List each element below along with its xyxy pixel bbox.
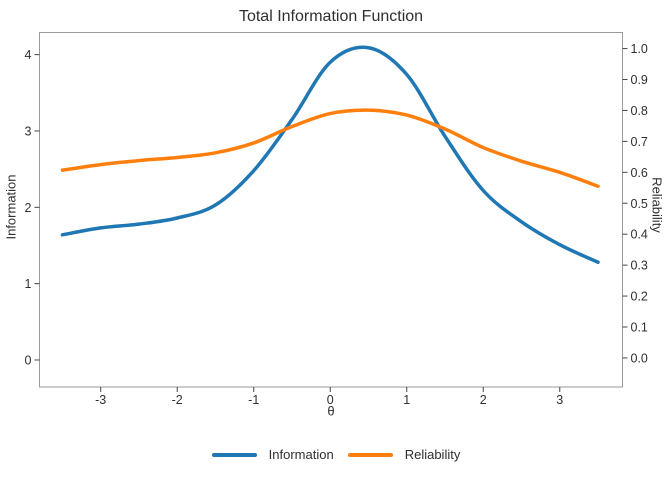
y-right-tick-label: 0.6 — [631, 166, 648, 180]
x-tick-label: -1 — [248, 393, 259, 407]
x-tick-label: 0 — [327, 393, 334, 407]
y-right-tick-label: 1.0 — [631, 42, 648, 56]
y-left-tick-label: 2 — [25, 201, 32, 215]
y-right-tick-label: 0.8 — [631, 104, 648, 118]
series-line-reliability — [60, 108, 600, 188]
y-right-tick-label: 0.0 — [631, 351, 648, 365]
y-left-tick-label: 1 — [25, 277, 32, 291]
y-right-tick-label: 0.5 — [631, 197, 648, 211]
y-right-tick-label: 0.3 — [631, 259, 648, 273]
y-right-tick-label: 0.4 — [631, 228, 648, 242]
x-axis-label: θ — [327, 403, 335, 419]
x-tick-label: 1 — [403, 393, 410, 407]
legend: Information Reliability — [0, 447, 672, 462]
legend-label-information: Information — [268, 447, 334, 462]
series-line-information — [60, 45, 600, 265]
y-right-tick-label: 0.2 — [631, 290, 648, 304]
plot-frame — [39, 32, 623, 388]
legend-item-reliability[interactable]: Reliability — [347, 447, 461, 462]
chart-title: Total Information Function — [238, 8, 424, 25]
y-right-tick-label: 0.1 — [631, 320, 648, 334]
x-tick-label: 2 — [480, 393, 487, 407]
x-tick-label: -2 — [172, 393, 183, 407]
legend-item-information[interactable]: Information — [211, 447, 334, 462]
legend-swatch-reliability — [347, 452, 393, 457]
y-right-tick-label: 0.7 — [631, 135, 648, 149]
y-left-tick-label: 3 — [25, 124, 32, 138]
y-left-tick-label: 4 — [25, 48, 32, 62]
x-tick-label: -3 — [95, 393, 106, 407]
legend-swatch-information — [211, 452, 257, 457]
y-right-tick-label: 0.9 — [631, 73, 648, 87]
x-tick-label: 3 — [556, 393, 563, 407]
y-left-tick-label: 0 — [25, 353, 32, 367]
legend-label-reliability: Reliability — [404, 447, 461, 462]
